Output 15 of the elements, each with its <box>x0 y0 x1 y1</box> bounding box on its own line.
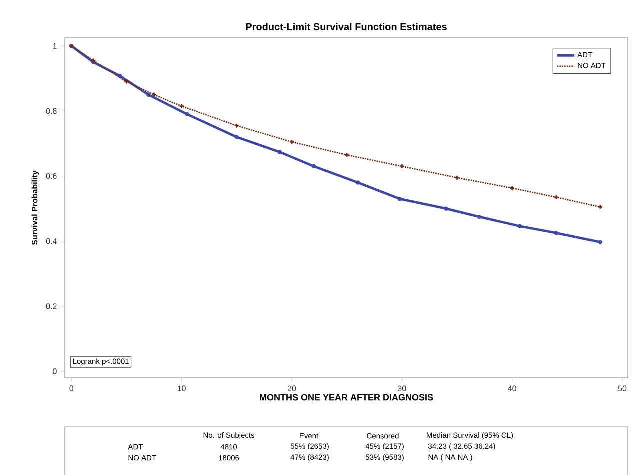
x-tick-label: 30 <box>398 386 406 392</box>
y-tick-label: 0.6 <box>46 173 57 180</box>
y-tick-label: 1 <box>53 43 57 49</box>
y-tick-label: 0.2 <box>46 304 57 310</box>
x-tick-label: 0 <box>70 386 74 392</box>
y-axis-title: Survival Probability <box>32 170 40 246</box>
x-axis-title: MONTHS ONE YEAR AFTER DIAGNOSIS <box>260 394 434 401</box>
y-tick-label: 0 <box>53 368 57 374</box>
y-tick-label: 0.4 <box>46 238 57 244</box>
x-tick-label: 10 <box>178 386 186 392</box>
y-tick-label: 0.8 <box>46 108 57 114</box>
x-tick-label: 40 <box>508 386 516 392</box>
x-tick-label: 50 <box>618 386 627 392</box>
chart-title: Product-Limit Survival Function Estimates <box>246 23 447 30</box>
x-tick-label: 20 <box>288 386 296 392</box>
